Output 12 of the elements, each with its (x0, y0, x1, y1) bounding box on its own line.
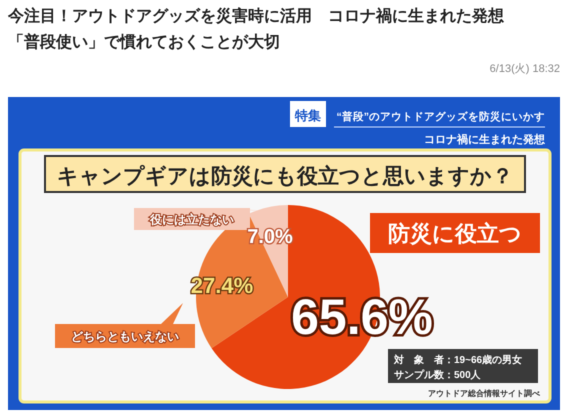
annotation: 特集 (295, 108, 321, 123)
annotation: アウトドア総合情報サイト調べ (428, 389, 540, 398)
legend: 防災に役立つ (388, 220, 522, 246)
subtitle: キャンプギアは防災にも役立つと思いますか？ (57, 165, 513, 188)
annotation: 6/13(火) 18:32 (490, 63, 560, 75)
annotation: 対 象 者：19~66歳の男女 (394, 355, 522, 366)
annotation: コロナ禍に生まれた発想 (424, 134, 545, 146)
annotation: サンプル数：500人 (394, 370, 481, 381)
title: 今注目！アウトドアグッズを災害時に活用 コロナ禍に生まれた発想「普段使い」で慣れておくことが大切 (8, 6, 505, 53)
legend: 役には立たない (150, 212, 234, 226)
annotation: “普段”のアウトドアグッズを防災にいかす (336, 111, 545, 123)
legend: どちらともいえない (71, 329, 179, 344)
